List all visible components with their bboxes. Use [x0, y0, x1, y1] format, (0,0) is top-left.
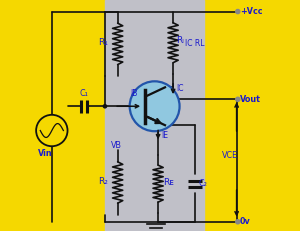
Circle shape [236, 97, 240, 101]
Circle shape [236, 220, 240, 224]
Circle shape [130, 81, 180, 131]
Text: VCE: VCE [222, 152, 238, 160]
Text: IB: IB [130, 89, 138, 98]
Text: 0v: 0v [240, 217, 251, 226]
Text: IC: IC [177, 85, 184, 93]
Text: Rₗ: Rₗ [177, 36, 184, 45]
Text: VB: VB [111, 141, 122, 150]
Text: C₂: C₂ [199, 179, 207, 188]
Bar [105, 0, 204, 231]
Text: IE: IE [162, 131, 169, 140]
Circle shape [103, 105, 106, 108]
Text: R₁: R₁ [98, 38, 108, 47]
Text: R₂: R₂ [98, 177, 108, 186]
Text: Rᴇ: Rᴇ [163, 178, 173, 187]
Circle shape [236, 9, 240, 14]
Text: Vin: Vin [38, 149, 52, 158]
Text: +Vcc: +Vcc [240, 7, 262, 16]
Text: IC RL: IC RL [185, 40, 204, 48]
Text: Vout: Vout [240, 95, 261, 104]
Text: C₁: C₁ [79, 89, 88, 98]
Circle shape [36, 115, 68, 146]
